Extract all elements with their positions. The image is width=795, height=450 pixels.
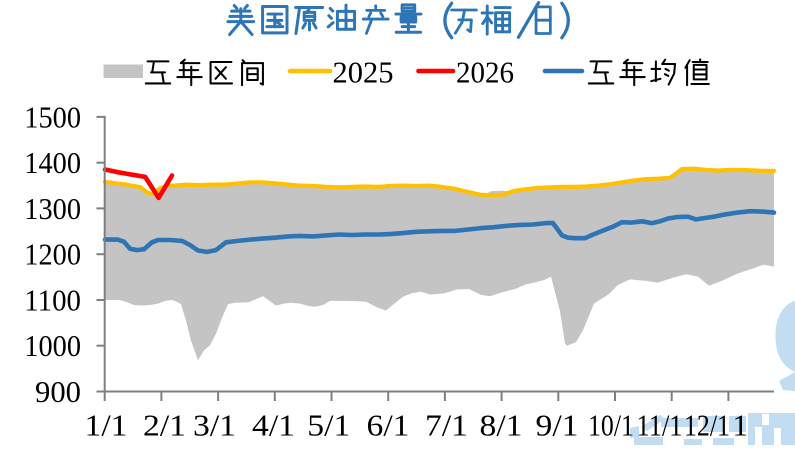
svg-text:900: 900 xyxy=(35,374,81,409)
svg-text:8/1: 8/1 xyxy=(480,408,523,443)
svg-text:3/1: 3/1 xyxy=(193,408,236,443)
svg-text:2025: 2025 xyxy=(333,54,394,89)
svg-text:10/1: 10/1 xyxy=(588,408,634,443)
svg-text:1: 1 xyxy=(733,408,749,443)
svg-text:7/1: 7/1 xyxy=(425,408,468,443)
svg-text:1400: 1400 xyxy=(24,145,81,180)
svg-text:6/1: 6/1 xyxy=(367,408,410,443)
svg-text:1200: 1200 xyxy=(24,237,81,272)
svg-text:1000: 1000 xyxy=(24,328,81,363)
svg-text:2/1: 2/1 xyxy=(143,408,186,443)
svg-text:1300: 1300 xyxy=(24,191,81,226)
svg-text:11/1: 11/1 xyxy=(637,408,683,443)
svg-text:9/1: 9/1 xyxy=(536,408,579,443)
svg-text:12/1: 12/1 xyxy=(684,408,730,443)
svg-text:5/1: 5/1 xyxy=(307,408,350,443)
svg-text:1500: 1500 xyxy=(24,99,81,134)
svg-text:2026: 2026 xyxy=(456,54,514,89)
svg-text:1100: 1100 xyxy=(24,283,81,318)
svg-text:1/1: 1/1 xyxy=(85,408,128,443)
svg-text:4/1: 4/1 xyxy=(252,408,295,443)
